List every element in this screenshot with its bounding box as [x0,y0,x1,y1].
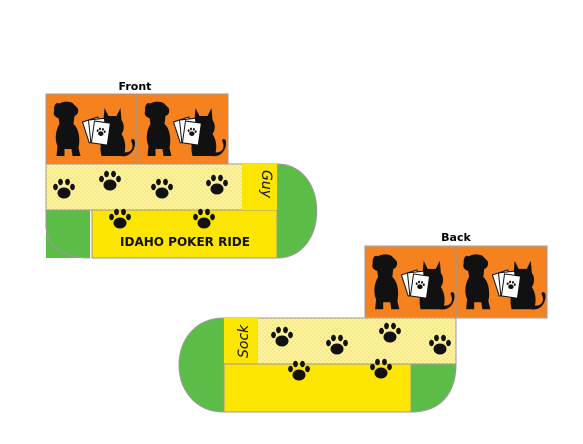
front-band [45,163,318,259]
front-script-text: Guy [258,170,274,199]
back-tile-right [455,245,548,319]
back-label: Back [441,231,471,244]
back-script-text: Sock [236,324,252,358]
back-tile-left [364,245,457,319]
front-label: Front [118,80,152,93]
back-band [178,317,457,413]
front-banner-text: IDAHO POKER RIDE [120,235,250,249]
